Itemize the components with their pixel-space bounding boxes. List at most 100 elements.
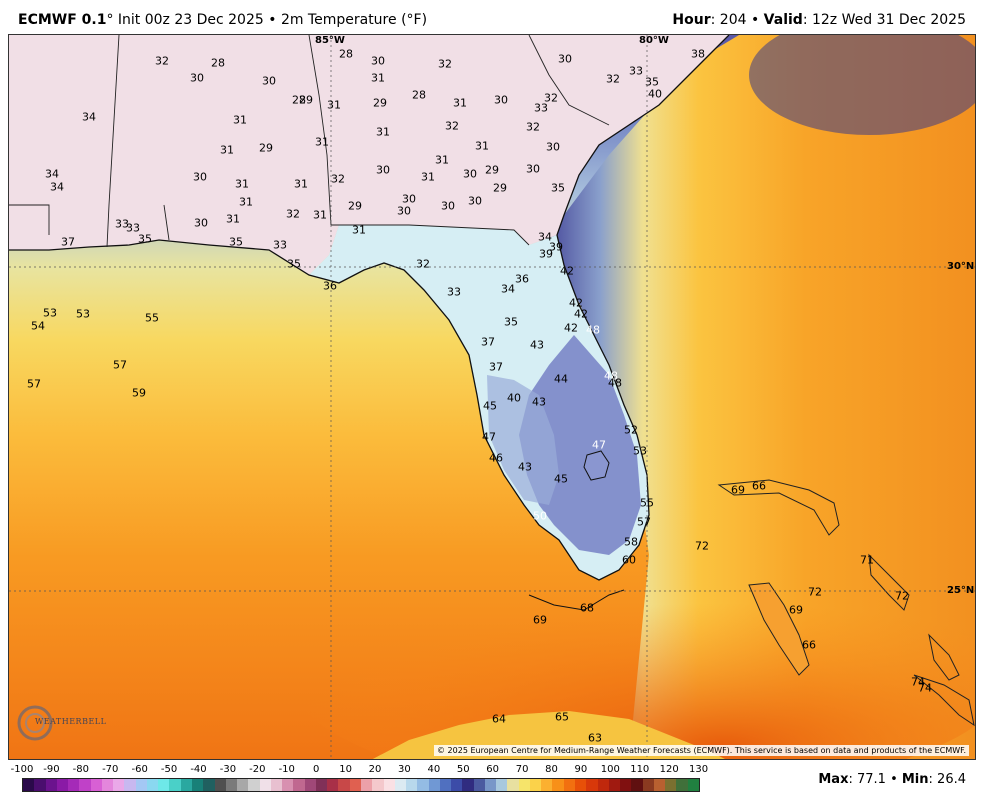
scale-tick-label: -100 (10, 764, 34, 775)
temperature-value: 60 (622, 553, 636, 567)
temperature-value: 57 (113, 358, 127, 372)
lon-85w-label: 85°W (315, 35, 345, 46)
scale-color-swatch (406, 779, 418, 791)
scale-color-swatch (237, 779, 249, 791)
scale-color-swatch (665, 779, 677, 791)
state-border-ga-sc (528, 35, 610, 126)
state-border-al-ga (308, 35, 332, 226)
model-name: ECMWF 0.1 (18, 12, 107, 28)
scale-color-swatch (282, 779, 294, 791)
temperature-value: 35 (138, 232, 152, 246)
scale-color-swatch (158, 779, 170, 791)
temperature-value: 31 (220, 143, 234, 157)
lat-25n-label: 25°N (947, 585, 975, 596)
temperature-value: 43 (518, 460, 532, 474)
temperature-value: 53 (43, 306, 57, 320)
temperature-value: 32 (416, 257, 430, 271)
temperature-value: 30 (193, 170, 207, 184)
temperature-value: 29 (373, 96, 387, 110)
temperature-value: 29 (485, 163, 499, 177)
temperature-value: 28 (412, 88, 426, 102)
scale-color-swatch (327, 779, 339, 791)
scale-color-swatch (338, 779, 350, 791)
header-valid: Hour: 204 • Valid: 12z Wed 31 Dec 2025 (672, 12, 966, 28)
max-value: : 77.1 • (848, 772, 902, 787)
temperature-value: 31 (313, 208, 327, 222)
temperature-map[interactable]: 32 28 30 32 30 38 30 28 30 31 32 33 35 40 28 29 31 29 28 31… (8, 34, 976, 760)
temperature-value: 54 (31, 319, 45, 333)
scale-color-swatch (518, 779, 530, 791)
temperature-value: 43 (532, 395, 546, 409)
temperature-value: 42 (560, 264, 574, 278)
temperature-value: 31 (352, 223, 366, 237)
scale-color-swatch (259, 779, 271, 791)
scale-tick-label: 130 (689, 764, 709, 775)
state-border-al-fl (163, 204, 170, 241)
temperature-value: 64 (492, 712, 506, 726)
temperature-value: 58 (624, 535, 638, 549)
temperature-value: 72 (695, 539, 709, 553)
temperature-value: 37 (61, 235, 75, 249)
scale-color-swatch (620, 779, 632, 791)
scale-color-swatch (372, 779, 384, 791)
temperature-value: 32 (606, 72, 620, 86)
weatherbell-logo: WEATHERBELL (15, 703, 106, 743)
temperature-value: 68 (580, 601, 594, 615)
scale-tick-label: 70 (515, 764, 529, 775)
temperature-value: 48 (608, 376, 622, 390)
temperature-value: 34 (501, 282, 515, 296)
land-andros (748, 582, 810, 676)
temperature-value: 59 (132, 386, 146, 400)
temperature-value: 31 (315, 135, 329, 149)
temperature-value: 31 (475, 139, 489, 153)
temperature-value: 29 (299, 93, 313, 107)
temperature-value: 38 (691, 47, 705, 61)
state-border-fl-ga (331, 224, 530, 246)
temperature-value: 39 (549, 240, 563, 254)
header: ECMWF 0.1° Init 00z 23 Dec 2025 • 2m Tem… (0, 0, 984, 34)
temperature-value: 57 (637, 515, 651, 529)
copyright-notice: © 2025 European Centre for Medium-Range … (434, 745, 969, 756)
scale-color-swatch (68, 779, 80, 791)
scale-tick-label: 120 (659, 764, 679, 775)
init-text: ° Init 00z 23 Dec 2025 • 2m Temperature … (106, 12, 428, 28)
cold-atlantic-patch (749, 35, 975, 135)
min-label: Min (901, 772, 929, 787)
temperature-value: 42 (564, 321, 578, 335)
temperature-value: 31 (453, 96, 467, 110)
scale-color-swatch (101, 779, 114, 791)
temperature-value: 74 (911, 675, 925, 689)
scale-color-swatch (439, 779, 452, 791)
temperature-value: 35 (645, 75, 659, 89)
temperature-value: 36 (323, 279, 337, 293)
scale-color-swatch (270, 779, 283, 791)
temperature-value: 57 (27, 377, 41, 391)
temperature-value: 35 (229, 235, 243, 249)
temperature-value: 34 (45, 167, 59, 181)
scale-color-swatch (631, 779, 643, 791)
temperature-value: 42 (574, 307, 588, 321)
temperature-value: 40 (507, 391, 521, 405)
temperature-value: 30 (494, 93, 508, 107)
temperature-value: 45 (483, 399, 497, 413)
temperature-value: 55 (145, 311, 159, 325)
scale-tick-label: 0 (312, 764, 320, 775)
scale-color-swatch (462, 779, 474, 791)
temperature-value: 46 (489, 451, 503, 465)
scale-color-swatch (191, 779, 204, 791)
scale-ticks: -100 -90 -80 -70 -60 -50 -40 -30 -20 -10 0 10 20 30 40… (11, 764, 708, 778)
scale-color-swatch (203, 779, 215, 791)
temperature-value: 31 (226, 212, 240, 226)
temperature-value: 53 (76, 307, 90, 321)
temperature-value: 33 (273, 238, 287, 252)
scale-color-swatch (608, 779, 621, 791)
lake-okeechobee (583, 450, 610, 481)
scale-color-swatch (169, 779, 181, 791)
scale-color-swatch (394, 779, 407, 791)
map-graphic (9, 35, 975, 759)
scale-tick-label: -50 (160, 764, 178, 775)
temperature-value: 66 (752, 479, 766, 493)
temperature-value: 47 (592, 438, 606, 452)
temperature-value: 30 (371, 54, 385, 68)
scale-tick-label: 40 (427, 764, 441, 775)
